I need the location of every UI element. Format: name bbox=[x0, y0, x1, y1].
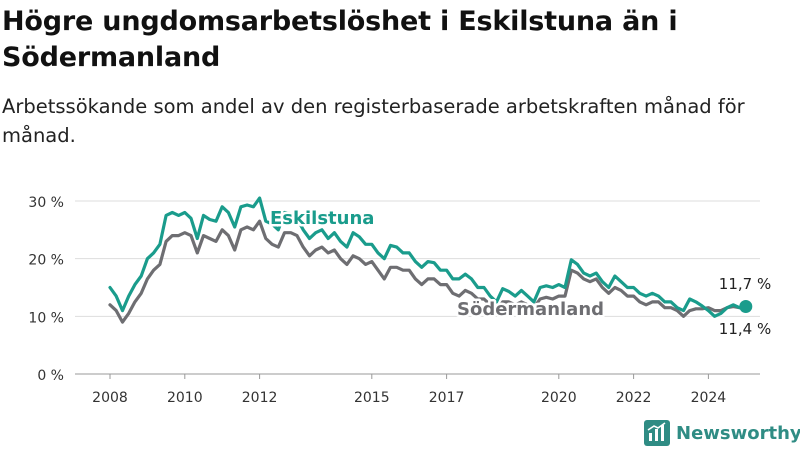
x-tick-label: 2017 bbox=[429, 390, 465, 406]
x-axis: 2008 2010 2012 2015 2017 2020 2022 2024 bbox=[92, 374, 726, 406]
y-tick-label: 0 % bbox=[37, 368, 64, 384]
x-tick-label: 2015 bbox=[354, 390, 390, 406]
end-value-label-eskilstuna: 11,7 % bbox=[719, 275, 771, 293]
brand-name: Newsworthy bbox=[676, 422, 800, 444]
x-tick-label: 2010 bbox=[167, 390, 203, 406]
x-tick-label: 2022 bbox=[616, 390, 652, 406]
x-tick-label: 2008 bbox=[92, 390, 128, 406]
series-label-sodermanland: Södermanland bbox=[457, 299, 604, 320]
y-tick-label: 30 % bbox=[28, 195, 64, 211]
chart-labels: EskilstunaEskilstunaSödermanlandSöderman… bbox=[268, 206, 772, 339]
end-value-label-sodermanland: 11,4 % bbox=[719, 320, 771, 338]
x-tick-label: 2012 bbox=[242, 390, 278, 406]
newsworthy-brand: Newsworthy bbox=[644, 418, 800, 448]
y-axis: 0 % 10 % 20 % 30 % bbox=[28, 195, 64, 384]
series-end-point bbox=[739, 300, 753, 314]
series-line-eskilstuna bbox=[108, 196, 748, 318]
series-line-sodermanland bbox=[108, 219, 748, 324]
newsworthy-logo-icon bbox=[644, 420, 670, 446]
y-tick-label: 10 % bbox=[28, 310, 64, 326]
x-tick-label: 2020 bbox=[541, 390, 577, 406]
chart-series bbox=[108, 196, 753, 324]
y-tick-label: 20 % bbox=[28, 253, 64, 269]
chart-title: Högre ungdomsarbetslöshet i Eskilstuna ä… bbox=[2, 6, 678, 73]
x-tick-label: 2024 bbox=[691, 390, 727, 406]
series-label-eskilstuna: Eskilstuna bbox=[270, 208, 374, 229]
chart-subtitle: Arbetssökande som andel av den registerb… bbox=[2, 95, 745, 147]
series-label-eskilstuna-halo: Eskilstuna bbox=[270, 208, 374, 229]
series-label-sodermanland-halo: Södermanland bbox=[457, 299, 604, 320]
chart-gridlines bbox=[75, 200, 760, 375]
